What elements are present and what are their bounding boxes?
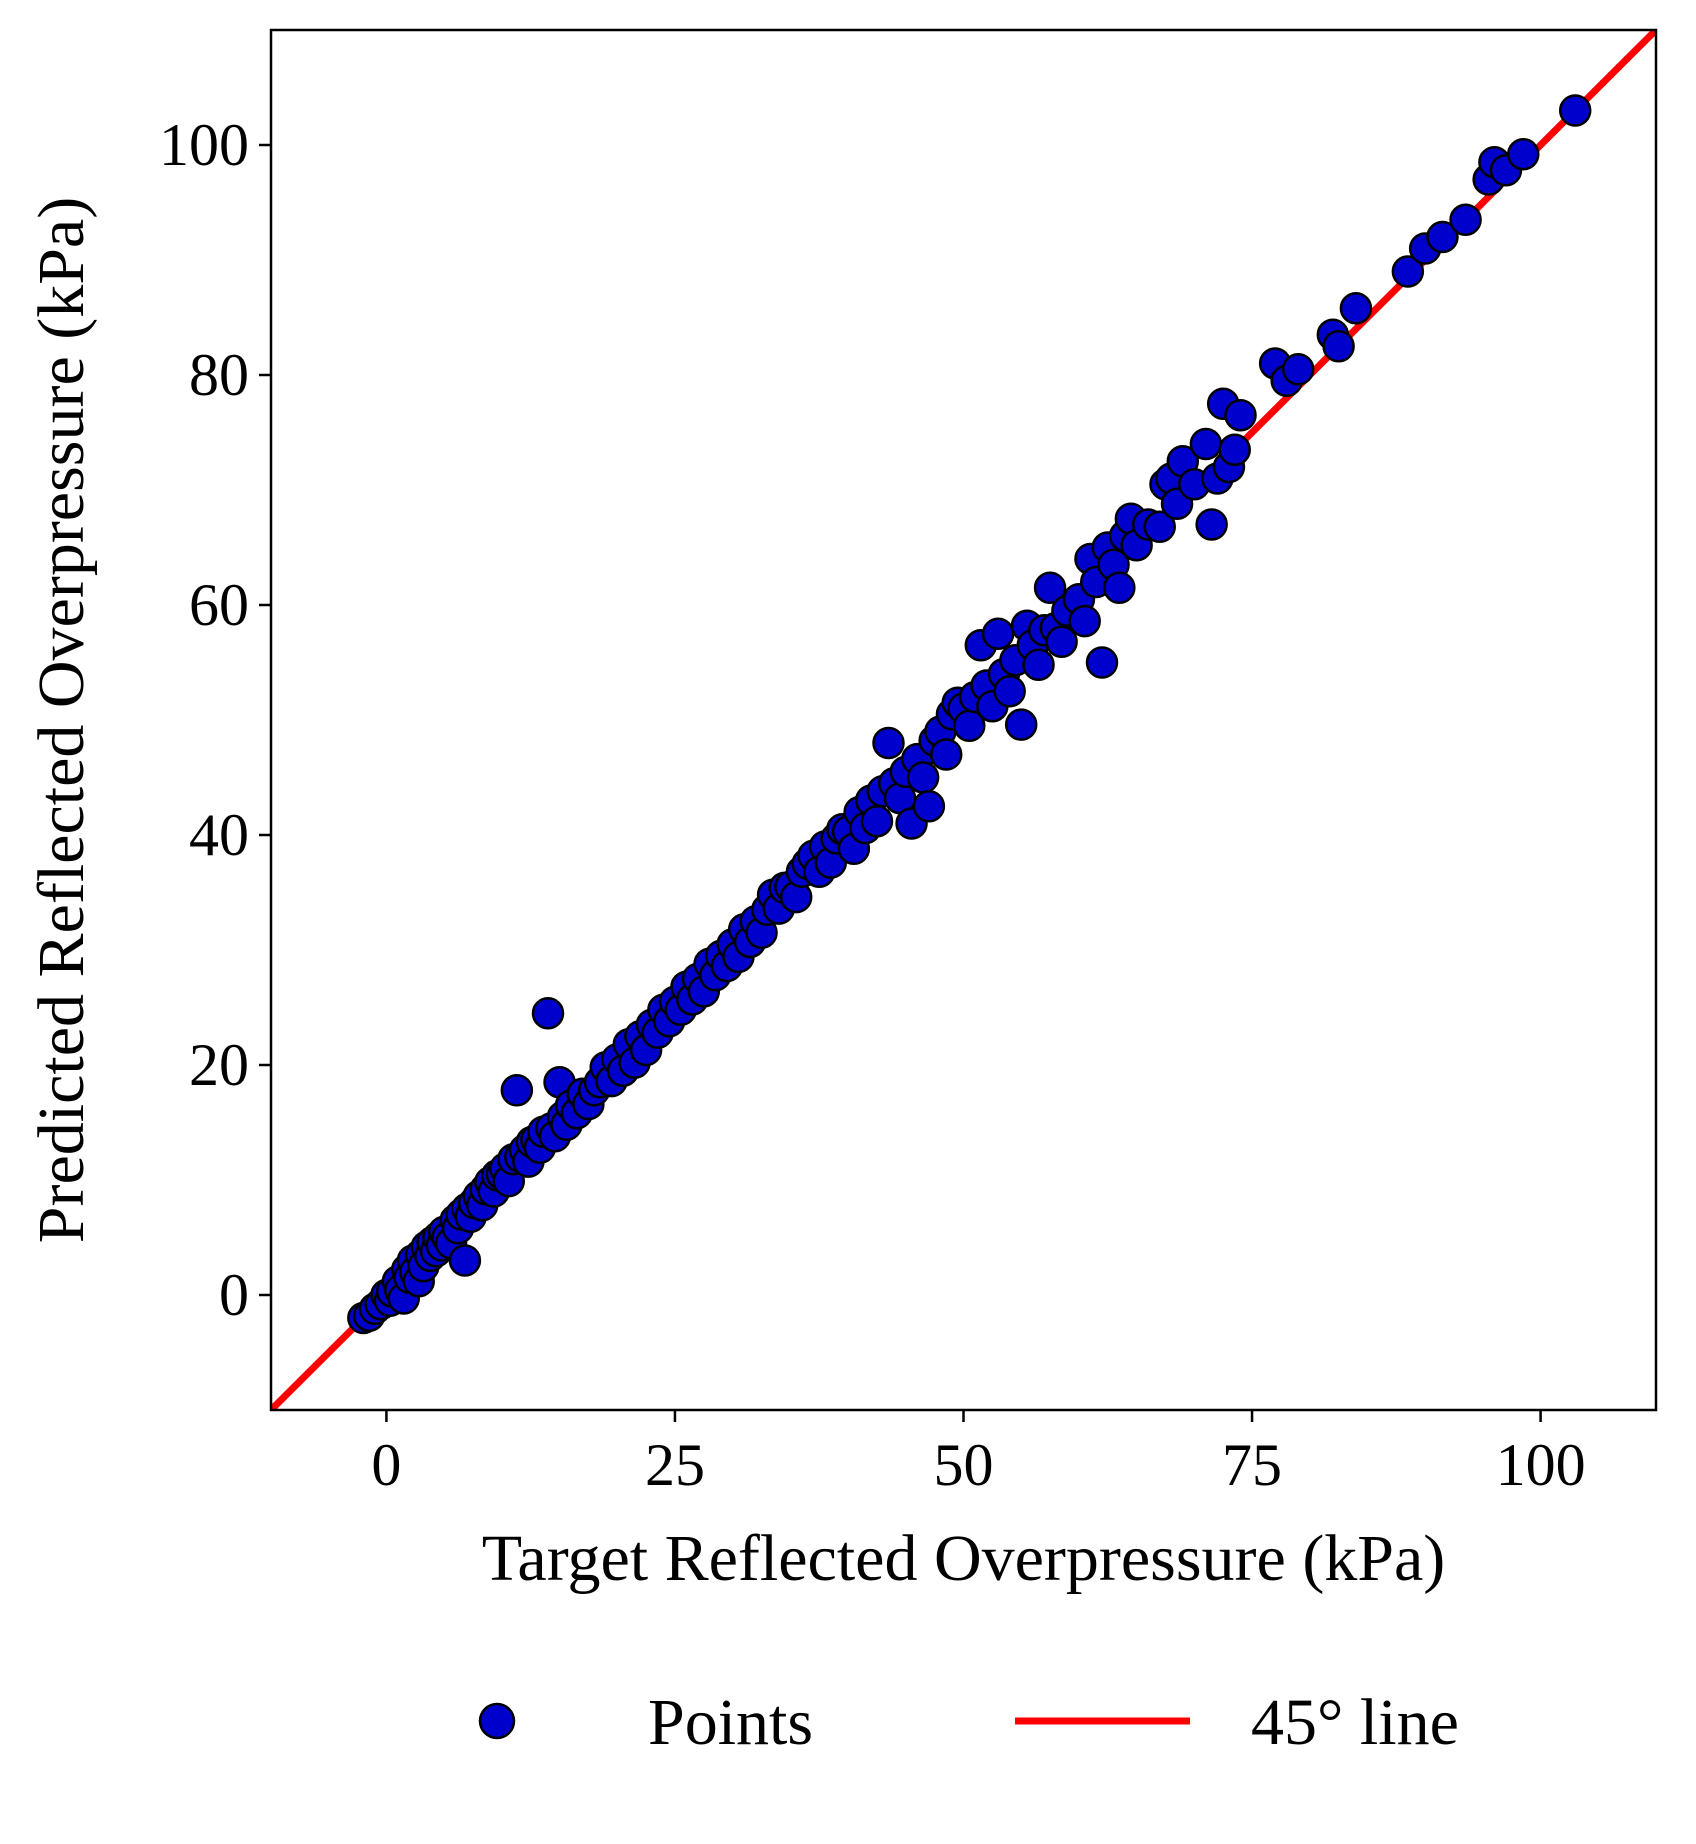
scatter-point bbox=[1391, 255, 1425, 288]
x-tick-label: 75 bbox=[1222, 1432, 1282, 1498]
y-tick-label: 0 bbox=[219, 1262, 249, 1328]
scatter-point bbox=[1558, 94, 1592, 127]
x-tick-label: 100 bbox=[1496, 1432, 1586, 1498]
scatter-point bbox=[860, 804, 894, 838]
scatter-point bbox=[1449, 203, 1482, 236]
scatter-point bbox=[1033, 571, 1067, 604]
scatter-point bbox=[981, 617, 1015, 650]
scatter-point bbox=[1045, 625, 1078, 659]
plot-area bbox=[271, 30, 1656, 1410]
scatter-point bbox=[531, 997, 565, 1030]
y-tick-label: 100 bbox=[159, 112, 249, 178]
x-tick-label: 0 bbox=[371, 1432, 401, 1498]
scatter-point bbox=[1143, 510, 1176, 544]
legend: Points 45° line bbox=[478, 1686, 1459, 1759]
scatter-point bbox=[993, 675, 1026, 708]
scatter-point bbox=[1195, 508, 1228, 541]
y-tick-label: 40 bbox=[189, 802, 249, 868]
legend-points-marker bbox=[478, 1702, 516, 1740]
scatter-point bbox=[1022, 648, 1055, 682]
y-axis-title: Predicted Reflected Overpressure (kPa) bbox=[25, 197, 98, 1243]
y-tick-label: 60 bbox=[189, 572, 249, 638]
y-axis: 0 20 40 60 80 100 bbox=[159, 112, 271, 1328]
scatter-point bbox=[906, 761, 940, 794]
scatter-point bbox=[912, 790, 946, 823]
scatter-point bbox=[1218, 433, 1251, 466]
x-tick-label: 50 bbox=[934, 1432, 994, 1498]
legend-points-label: Points bbox=[648, 1686, 813, 1759]
scatter-point bbox=[500, 1074, 534, 1107]
scatter-point bbox=[1426, 220, 1459, 254]
x-tick-label: 25 bbox=[645, 1432, 705, 1498]
scatter-point bbox=[1103, 571, 1136, 604]
scatter-point bbox=[1507, 137, 1540, 171]
scatter-point bbox=[929, 738, 963, 771]
y-tick-label: 80 bbox=[189, 342, 249, 408]
scatter-point bbox=[1085, 646, 1119, 679]
legend-line-label: 45° line bbox=[1251, 1686, 1459, 1759]
scatter-point bbox=[872, 726, 905, 760]
y-tick-label: 20 bbox=[189, 1032, 249, 1098]
scatter-point bbox=[448, 1244, 482, 1277]
scatter-point bbox=[1322, 330, 1355, 363]
scatter-point bbox=[1068, 604, 1101, 638]
scatter-point bbox=[1281, 353, 1315, 386]
scatter-point bbox=[1004, 708, 1038, 741]
x-axis-title: Target Reflected Overpressure (kPa) bbox=[482, 1522, 1446, 1595]
scatter-point bbox=[1224, 399, 1257, 432]
scatter-point bbox=[1189, 427, 1223, 461]
scatter-point bbox=[1339, 292, 1373, 325]
x-axis: 0 25 50 75 100 bbox=[371, 1410, 1586, 1498]
